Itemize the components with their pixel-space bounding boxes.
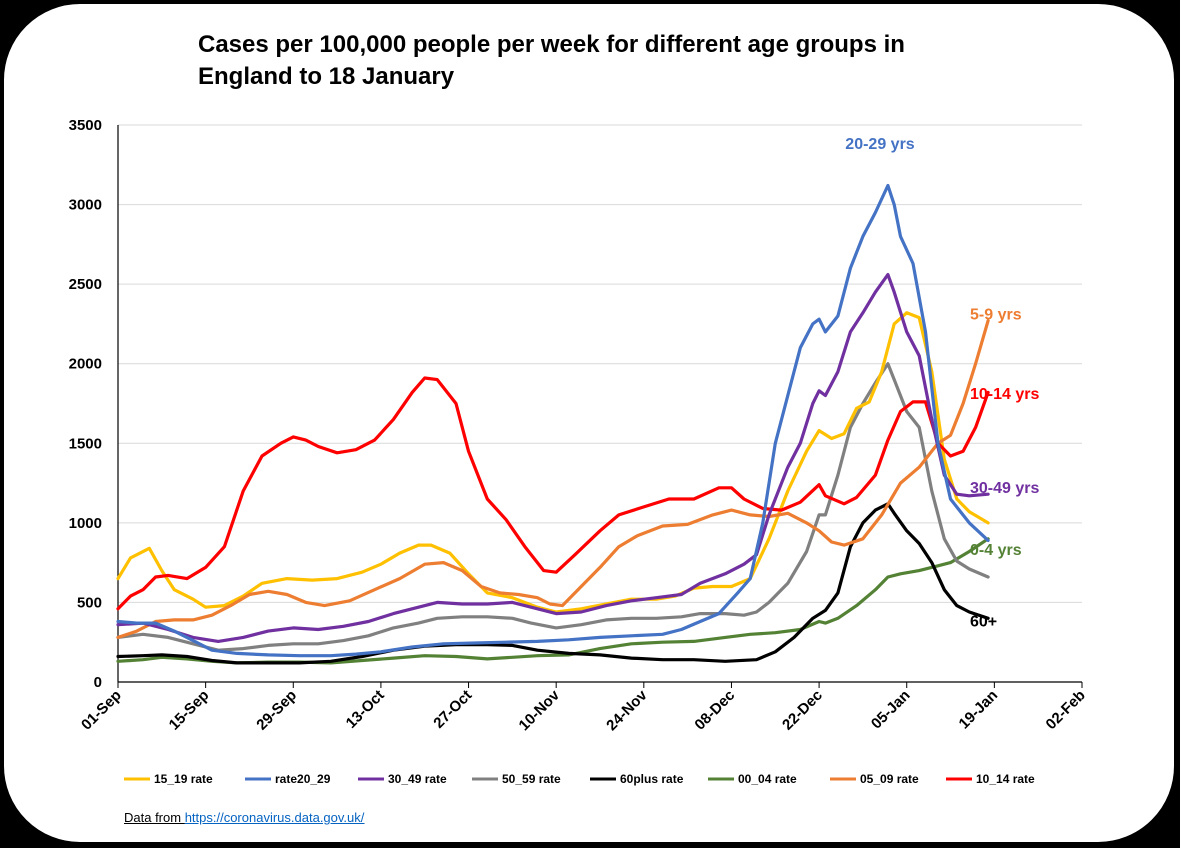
y-tick-label: 3500 bbox=[69, 117, 102, 134]
series-annotations: 20-29 yrs 30-49 yrs 60+ 0-4 yrs 5-9 yrs 10-14… bbox=[845, 136, 1039, 630]
legend: 15_19 rate rate20_29 30_49 rate 50_59 rate 6… bbox=[124, 772, 1035, 786]
series-annotation-00_04: 0-4 yrs bbox=[970, 542, 1022, 559]
legend-label-60plus: 60plus rate bbox=[620, 772, 684, 786]
legend-label-15_19: 15_19 rate bbox=[154, 772, 213, 786]
series-line-00_04 bbox=[116, 537, 990, 665]
series-line-60plus bbox=[116, 502, 990, 665]
chart-title-line: England to 18 January bbox=[198, 63, 455, 90]
series-line-20_29 bbox=[116, 183, 990, 658]
series-annotation-20_29: 20-29 yrs bbox=[845, 136, 914, 153]
y-tick-label: 1000 bbox=[69, 515, 102, 532]
series-line-15_19 bbox=[116, 311, 990, 614]
x-tick-label: 22-Dec bbox=[779, 687, 826, 734]
axes bbox=[117, 125, 1083, 688]
x-tick-label: 01-Sep bbox=[78, 687, 125, 734]
y-tick-label: 500 bbox=[77, 594, 102, 611]
x-tick-label: 10-Nov bbox=[516, 686, 564, 734]
y-tick-labels: 0 500 1000 1500 2000 2500 3000 3500 bbox=[69, 117, 102, 691]
gridlines bbox=[118, 124, 1082, 603]
chart-title-line: Cases per 100,000 people per week for di… bbox=[198, 31, 905, 58]
series-annotation-60plus: 60+ bbox=[970, 614, 997, 631]
y-tick-label: 0 bbox=[94, 674, 102, 691]
y-tick-label: 1500 bbox=[69, 435, 102, 452]
x-tick-label: 15-Sep bbox=[166, 687, 213, 734]
x-tick-label: 19-Jan bbox=[956, 687, 1002, 733]
x-tick-label: 24-Nov bbox=[603, 686, 651, 734]
x-tick-label: 27-Oct bbox=[430, 687, 475, 732]
series-lines bbox=[116, 183, 990, 665]
source-prefix: Data from bbox=[124, 810, 185, 825]
legend-label-20_29: rate20_29 bbox=[275, 772, 331, 786]
data-source-note: Data from https://coronavirus.data.gov.u… bbox=[124, 810, 364, 825]
series-line-30_49 bbox=[116, 273, 990, 643]
series-annotation-10_14: 10-14 yrs bbox=[970, 386, 1039, 403]
y-tick-label: 3000 bbox=[69, 197, 102, 214]
y-tick-label: 2000 bbox=[69, 356, 102, 373]
legend-label-10_14: 10_14 rate bbox=[976, 772, 1035, 786]
series-line-05_09 bbox=[116, 319, 990, 639]
source-link[interactable]: https://coronavirus.data.gov.uk/ bbox=[184, 810, 365, 825]
x-tick-label: 29-Sep bbox=[253, 687, 300, 734]
series-line-50_59 bbox=[116, 362, 990, 652]
legend-label-30_49: 30_49 rate bbox=[388, 772, 447, 786]
legend-label-00_04: 00_04 rate bbox=[738, 772, 797, 786]
y-tick-label: 2500 bbox=[69, 276, 102, 293]
legend-label-50_59: 50_59 rate bbox=[502, 772, 561, 786]
x-tick-label: 05-Jan bbox=[868, 687, 914, 733]
series-annotation-05_09: 5-9 yrs bbox=[970, 306, 1022, 323]
x-tick-label: 02-Feb bbox=[1043, 687, 1089, 733]
chart-title: Cases per 100,000 people per week for di… bbox=[198, 31, 905, 90]
series-line-10_14 bbox=[116, 376, 990, 611]
series-annotation-30_49: 30-49 yrs bbox=[970, 480, 1039, 497]
legend-label-05_09: 05_09 rate bbox=[860, 772, 919, 786]
x-tick-label: 08-Dec bbox=[691, 687, 738, 734]
x-tick-labels: 01-Sep 15-Sep 29-Sep 13-Oct 27-Oct 10-Nov 24-N… bbox=[78, 686, 1089, 734]
x-tick-label: 13-Oct bbox=[343, 687, 388, 732]
